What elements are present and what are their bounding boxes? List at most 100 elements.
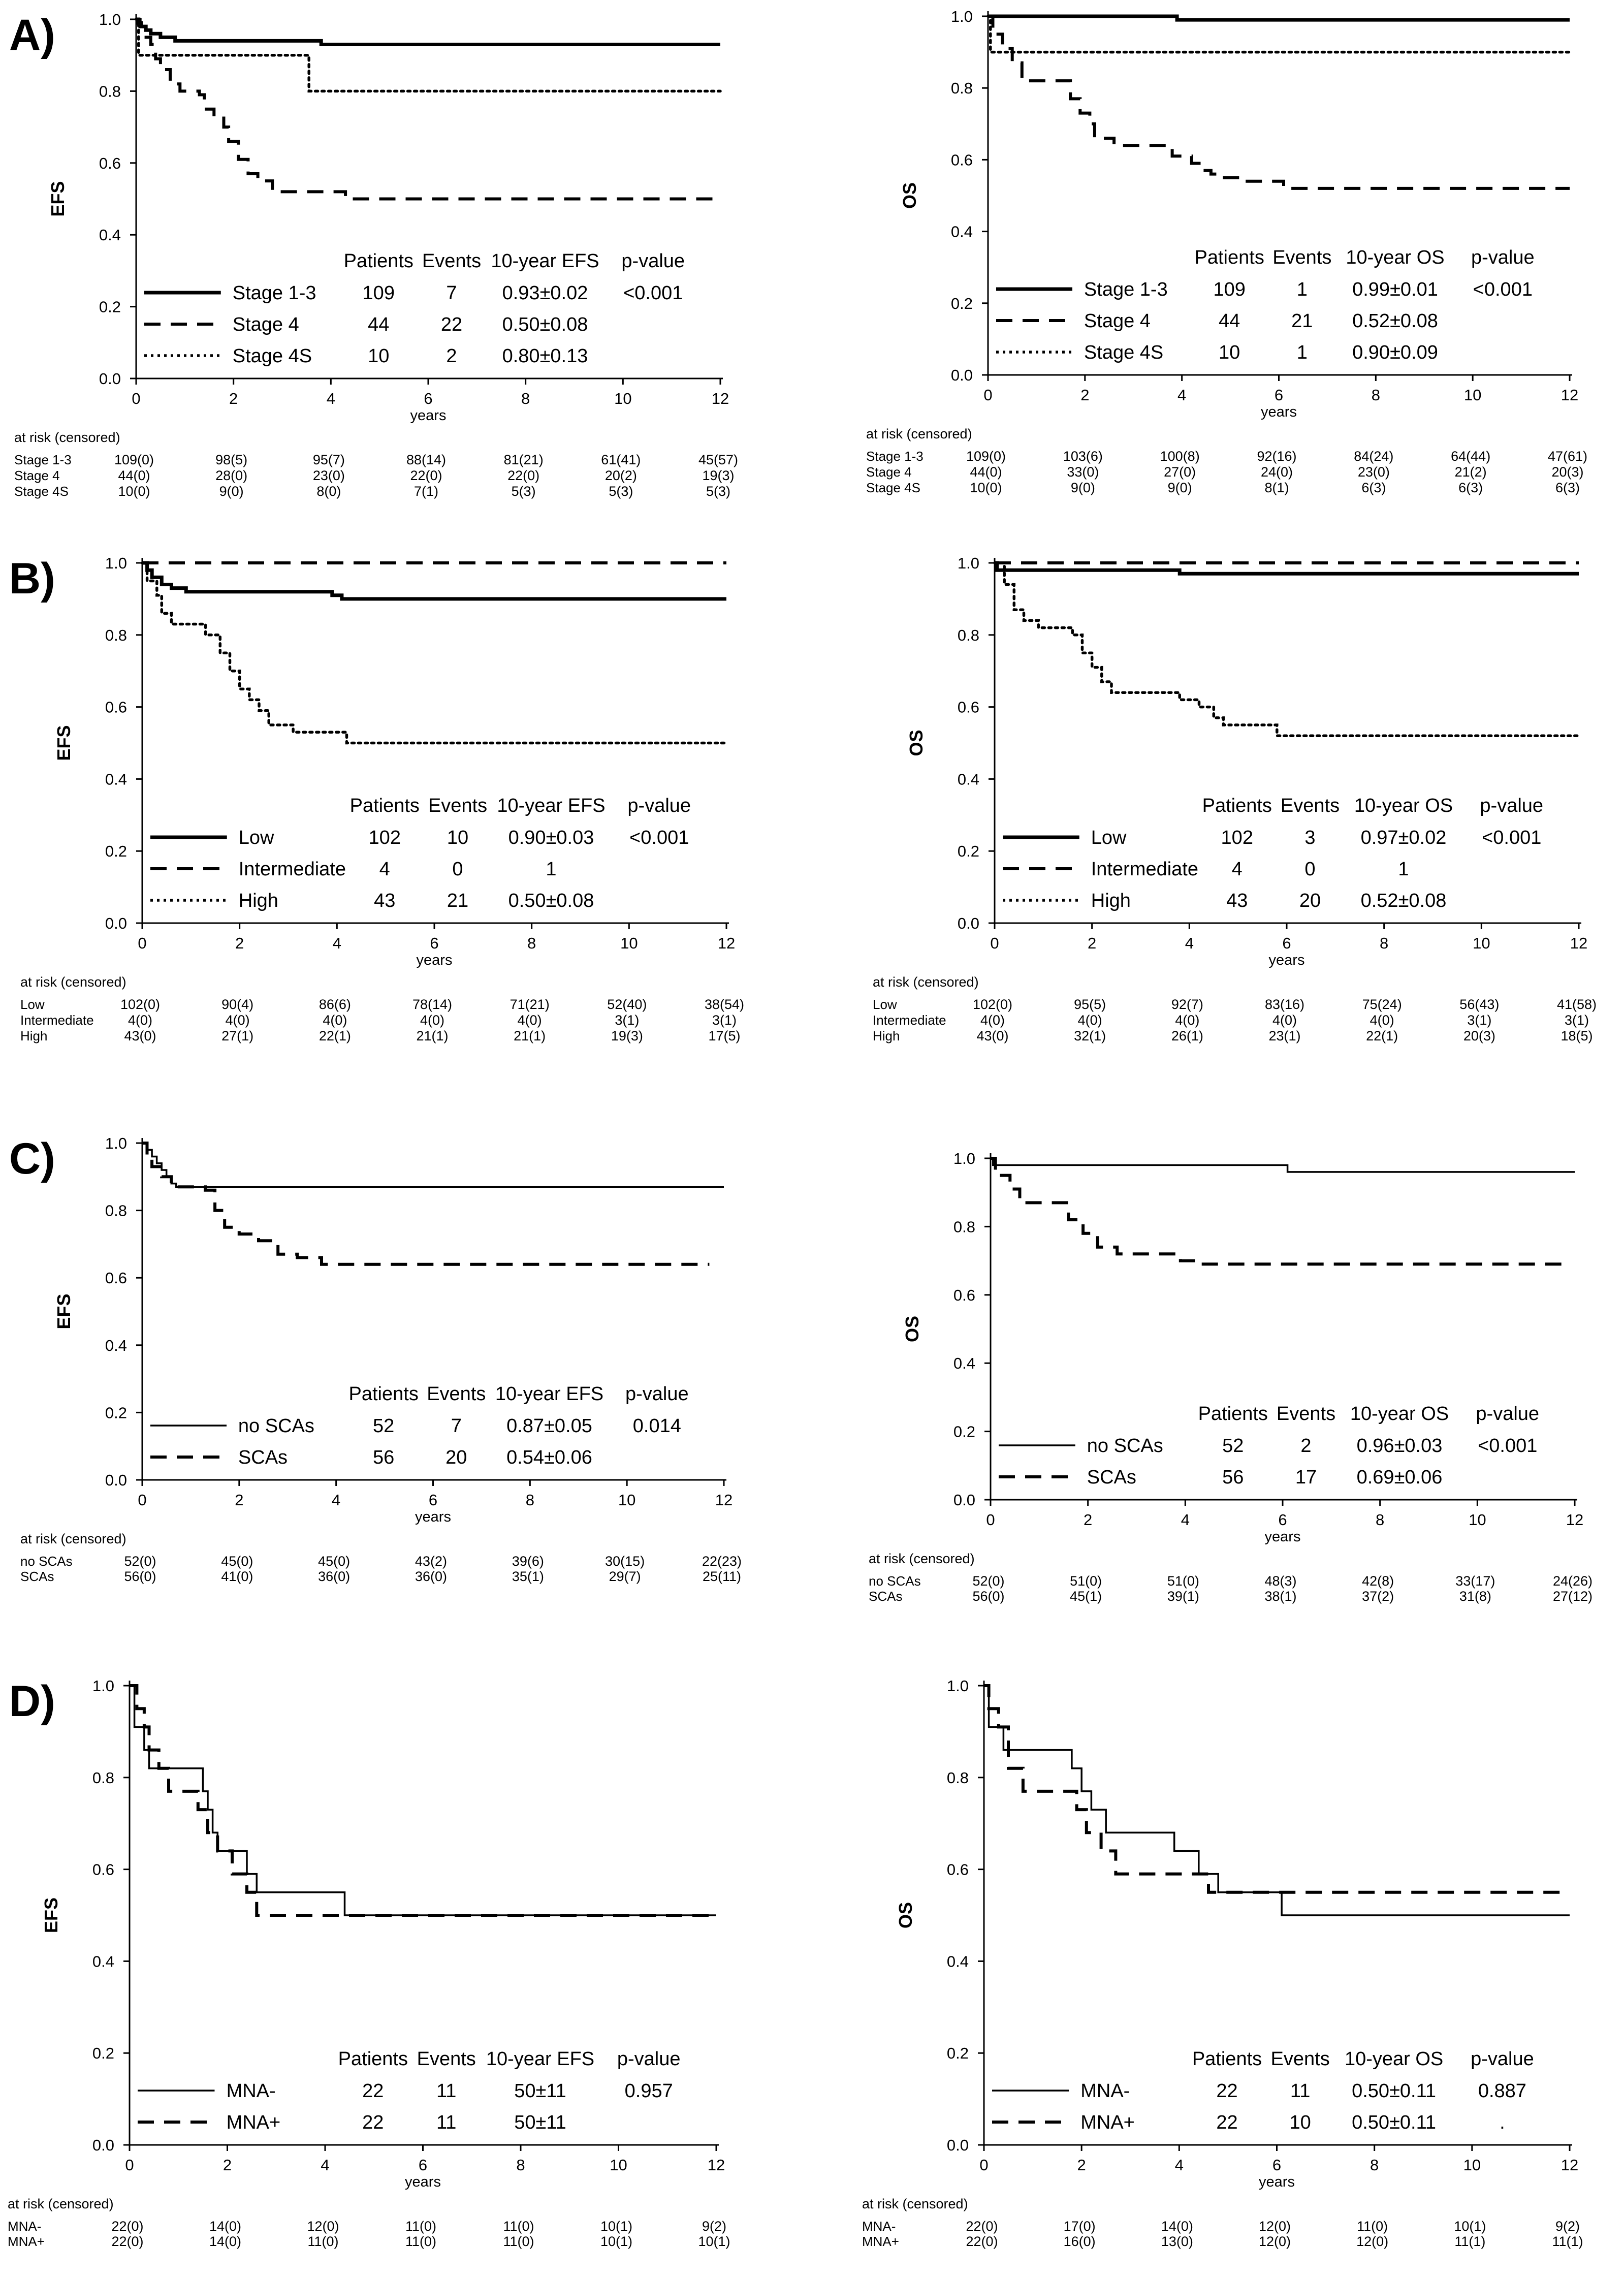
- km-curve: [135, 18, 722, 93]
- x-tick-label: 2: [235, 1491, 243, 1509]
- x-tick-label: 12: [715, 1491, 733, 1509]
- at-risk-value: 11(0): [405, 2219, 436, 2234]
- km-curve: [988, 14, 1570, 22]
- legend-table-header: Patients: [1192, 2048, 1262, 2070]
- y-tick-label: 0.8: [947, 1769, 969, 1787]
- legend-table-cell: 10: [1219, 342, 1240, 363]
- legend-table-cell: 20: [445, 1447, 467, 1468]
- at-risk-group-label: SCAs: [20, 1569, 54, 1584]
- legend-table-cell: 22: [362, 2112, 384, 2133]
- legend-table-cell: 22: [441, 314, 462, 335]
- panel-label: B): [9, 554, 55, 603]
- at-risk-value: 14(0): [209, 2234, 241, 2249]
- legend-table-header: Events: [1271, 2048, 1330, 2070]
- at-risk-value: 3(1): [712, 1013, 737, 1028]
- y-tick-label: 0.6: [105, 699, 127, 716]
- km-curve: [136, 17, 720, 46]
- at-risk-value: 9(0): [1168, 480, 1192, 495]
- x-tick-label: 10: [610, 2156, 627, 2174]
- legend-series-name: Stage 4S: [233, 345, 312, 367]
- at-risk-value: 83(16): [1265, 997, 1304, 1012]
- x-tick-label: 4: [1177, 386, 1186, 404]
- legend-table-cell: 0.96±0.03: [1357, 1435, 1443, 1457]
- x-tick-label: 2: [1088, 934, 1096, 952]
- legend-table-cell: 52: [1222, 1435, 1244, 1457]
- x-tick-label: 2: [235, 934, 244, 952]
- at-risk-value: 4(0): [323, 1013, 347, 1028]
- at-risk-value: 18(5): [1561, 1028, 1593, 1043]
- at-risk-value: 22(0): [111, 2234, 143, 2249]
- at-risk-group-label: Stage 4S: [866, 480, 920, 495]
- x-axis-label: years: [1265, 1529, 1301, 1545]
- at-risk-value: 21(2): [1455, 464, 1487, 480]
- at-risk-group-label: Intermediate: [20, 1013, 94, 1028]
- at-risk-value: 103(6): [1063, 449, 1103, 464]
- legend-table-header: Events: [422, 250, 481, 272]
- at-risk-value: 21(1): [514, 1028, 546, 1043]
- y-tick-label: 0.2: [92, 2044, 114, 2062]
- at-risk-value: 11(1): [1552, 2234, 1583, 2249]
- x-tick-label: 4: [1185, 934, 1194, 952]
- y-tick-label: 0.0: [958, 914, 979, 932]
- at-risk-value: 23(1): [1268, 1028, 1300, 1043]
- legend-table-cell: <0.001: [1473, 279, 1533, 300]
- x-tick-label: 6: [1282, 934, 1291, 952]
- at-risk-value: 24(26): [1553, 1573, 1593, 1589]
- x-tick-label: 2: [1080, 386, 1089, 404]
- at-risk-value: 6(3): [1555, 480, 1580, 495]
- x-tick-label: 0: [138, 1491, 146, 1509]
- legend-table-cell: 7: [446, 282, 457, 304]
- at-risk-value: 4(0): [1370, 1013, 1394, 1028]
- y-tick-label: 1.0: [958, 554, 979, 572]
- legend-series-name: Stage 4S: [1084, 342, 1163, 363]
- y-tick-label: 0.2: [105, 1404, 127, 1421]
- legend-table-header: p-value: [625, 1383, 689, 1405]
- km-curve: [136, 18, 720, 201]
- x-tick-label: 12: [1561, 2156, 1578, 2174]
- y-tick-label: 0.2: [99, 298, 121, 316]
- x-tick-label: 12: [1566, 1511, 1583, 1529]
- x-tick-label: 8: [1376, 1511, 1384, 1529]
- at-risk-value: 75(24): [1362, 997, 1402, 1012]
- at-risk-value: 24(0): [1261, 464, 1293, 480]
- legend-table-cell: 10: [447, 827, 468, 848]
- legend-table-cell: <0.001: [623, 282, 683, 304]
- y-tick-label: 0.6: [99, 154, 121, 172]
- legend-table-cell: 22: [1216, 2112, 1237, 2133]
- at-risk-header: at risk (censored): [862, 2196, 968, 2211]
- at-risk-value: 92(16): [1257, 449, 1296, 464]
- y-tick-label: 1.0: [951, 8, 973, 25]
- y-tick-label: 1.0: [105, 554, 127, 572]
- at-risk-value: 14(0): [209, 2219, 241, 2234]
- x-tick-label: 6: [1272, 2156, 1281, 2174]
- legend-table-cell: 0.93±0.02: [502, 282, 588, 304]
- x-tick-label: 4: [333, 934, 341, 952]
- at-risk-value: 10(0): [970, 480, 1002, 495]
- at-risk-group-label: Stage 4S: [14, 484, 69, 499]
- legend-table-cell: 3: [1304, 827, 1315, 848]
- at-risk-value: 4(0): [226, 1013, 250, 1028]
- km-curve: [991, 1157, 1575, 1173]
- legend-table-cell: 22: [362, 2080, 384, 2102]
- x-tick-label: 2: [1084, 1511, 1092, 1529]
- x-tick-label: 8: [521, 390, 530, 407]
- x-tick-label: 10: [618, 1491, 635, 1509]
- legend-table-header: p-value: [621, 250, 685, 272]
- x-tick-label: 6: [419, 2156, 427, 2174]
- legend-table-header: Patients: [349, 1383, 419, 1405]
- legend-table-cell: 11: [1290, 2080, 1310, 2102]
- at-risk-value: 22(1): [319, 1028, 351, 1043]
- at-risk-value: 22(0): [966, 2219, 998, 2234]
- x-tick-label: 4: [321, 2156, 329, 2174]
- at-risk-value: 43(0): [124, 1028, 156, 1043]
- at-risk-group-label: Stage 4: [14, 468, 60, 483]
- at-risk-value: 84(24): [1354, 449, 1393, 464]
- legend-table-cell: 17: [1295, 1467, 1317, 1488]
- legend-table-cell: 2: [1300, 1435, 1311, 1457]
- x-tick-label: 10: [620, 934, 638, 952]
- at-risk-value: 56(0): [972, 1589, 1004, 1604]
- at-risk-group-label: Low: [873, 997, 897, 1012]
- at-risk-value: 86(6): [319, 997, 351, 1012]
- at-risk-value: 11(0): [307, 2234, 338, 2249]
- at-risk-value: 9(2): [702, 2219, 726, 2234]
